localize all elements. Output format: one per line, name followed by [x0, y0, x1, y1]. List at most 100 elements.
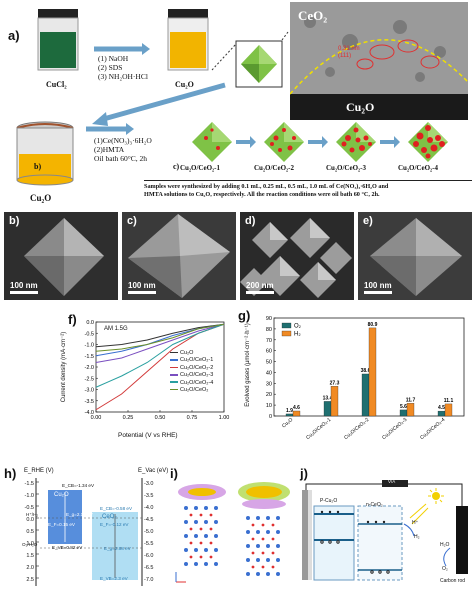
bar: [292, 410, 301, 417]
y-tick-label: 60: [266, 349, 272, 355]
panel-g-ylabel: Evolved gases (μmol·cm⁻²·h⁻¹): [245, 323, 251, 407]
y-tick-label: 20: [266, 392, 272, 398]
h-left-axis-title: E_RHE (V): [24, 468, 54, 474]
sem-image-d: d) 200 nm: [240, 212, 354, 300]
product-label-4: Cu₂O/CeO₂-4: [398, 164, 438, 172]
pec-schematic: [302, 480, 468, 581]
arrow-diagonal-icon: [92, 82, 226, 126]
structure-right: [238, 482, 290, 576]
product-label-3: Cu₂O/CeO₂-3: [326, 164, 366, 172]
sem-image-b: b) 100 nm: [4, 212, 118, 300]
legend-swatch: [170, 366, 178, 369]
bar: [437, 410, 446, 417]
sem-cluster: [240, 212, 354, 300]
y-tick-label: -1.5: [85, 354, 94, 360]
cu2o-bottom-label: Cu₂O: [30, 193, 52, 203]
sem-label-d: d): [245, 215, 256, 227]
legend-label: O₂: [294, 324, 302, 330]
jv-legend: Cu₂O Cu₂O/CeO₂-1 Cu₂O/CeO₂-2 Cu₂O/CeO₂-3…: [170, 350, 213, 394]
legend-swatch: [170, 388, 178, 391]
legend-swatch: [170, 351, 178, 354]
series-line: [95, 323, 225, 348]
panel-j-label: j): [300, 466, 308, 481]
data-label: 4.5: [438, 405, 445, 411]
panel-f-label: f): [68, 312, 77, 327]
cucl2-label: CuCl₂: [46, 80, 67, 89]
data-label: 80.9: [368, 322, 378, 328]
legend-swatch: [170, 381, 178, 383]
step2-line: (1)Ce(NO₃)₃·6H₂O: [94, 136, 152, 145]
series-line: [95, 323, 225, 388]
y-tick-label: -0.5: [85, 331, 94, 337]
light-rays-icon: [409, 503, 429, 525]
scale-bar: [364, 291, 392, 294]
cu2o-label: Cu₂O: [175, 80, 194, 89]
y-tick-label: 80: [266, 327, 272, 333]
y-tick-label: -2.5: [85, 376, 94, 382]
x-tick-label: 1.00: [219, 415, 230, 421]
data-label: 5.6: [400, 404, 407, 410]
bar: [330, 386, 339, 417]
bar: [323, 401, 332, 417]
bar: [285, 413, 294, 417]
h-o-ref: O₂/H₂O: [22, 542, 38, 547]
panel-a: a) CuCl₂ (1) NaOH (2) SDS (3) NH₂OH·HCl …: [0, 0, 474, 205]
y-tick-label: -2.0: [85, 365, 94, 371]
h-h-ref: H⁺/H₂: [26, 512, 39, 517]
j-left-label: P-Cu₂O: [320, 498, 338, 504]
tem-texture: [290, 2, 468, 120]
h-ef1: E_F=0.15 eV: [48, 522, 75, 527]
legend-item: Cu₂O/CeO₂-3: [170, 372, 213, 379]
scale-bar: [246, 291, 274, 294]
series-line: [95, 323, 225, 352]
arrow-right-2-icon: [86, 123, 134, 135]
octa-1: [192, 122, 232, 162]
y-tick-label: 70: [266, 338, 272, 344]
axis-icon: [175, 572, 186, 583]
structure-left: [178, 484, 226, 566]
note-line-1: Samples were synthesized by adding 0.1 m…: [144, 183, 389, 190]
arrow-right-icon: [94, 43, 150, 55]
legend-swatch: [281, 330, 292, 337]
charge-density-structure: [175, 482, 290, 583]
bar: [368, 327, 377, 417]
legend-item: Cu₂O/CeO₂-2: [170, 365, 213, 372]
c-label: c): [173, 162, 180, 171]
y-tick-label: 30: [266, 381, 272, 387]
x-tick-label: 0.75: [187, 415, 198, 421]
step2-line: Oil bath 60°C, 2h: [94, 154, 147, 163]
sem-scale-b: 100 nm: [10, 281, 38, 290]
panel-a-label: a): [8, 28, 20, 43]
sem-image-e: e) 100 nm: [358, 212, 472, 300]
bar: [444, 403, 453, 417]
y-tick-label: 50: [266, 360, 272, 366]
data-label: 38.6: [361, 368, 371, 374]
j-h2o: H₂O: [440, 542, 450, 548]
h-vb2: E_VB=2.3 eV: [100, 576, 128, 581]
tem-image: CeO₂ 0.31 nm (111) Cu₂O: [290, 2, 468, 120]
zoom-connector: [211, 31, 289, 71]
carbon-rod: [456, 506, 468, 574]
data-label: 4.6: [293, 405, 300, 411]
bar: [406, 403, 415, 417]
series-line: [95, 323, 225, 363]
sem-label-c: c): [127, 215, 137, 227]
legend-item: Cu₂O: [170, 350, 213, 357]
sem-label-e: e): [363, 215, 373, 227]
y-tick-label: 90: [266, 316, 272, 322]
synthesis-note: Samples were synthesized by adding 0.1 m…: [144, 180, 472, 198]
h-cb1: E_CB=-1.34 eV: [62, 483, 95, 488]
j-meter-label: V/A: [388, 479, 396, 484]
product-octahedra: [192, 122, 448, 162]
panel-f-ylabel: Current density (mA·cm⁻²): [61, 331, 67, 403]
scale-bar: [128, 291, 156, 294]
panel-i-label: i): [170, 466, 178, 481]
sem-octahedron: [4, 212, 118, 300]
band-diagram: [35, 478, 143, 586]
y-tick-label: 0.0: [86, 320, 94, 326]
beaker-b-label: b): [34, 162, 42, 171]
sem-image-c: c) 100 nm: [122, 212, 236, 300]
y-tick-label: -3.0: [85, 388, 94, 394]
panel-h-label: h): [4, 466, 17, 481]
y-tick-label: 10: [266, 403, 272, 409]
